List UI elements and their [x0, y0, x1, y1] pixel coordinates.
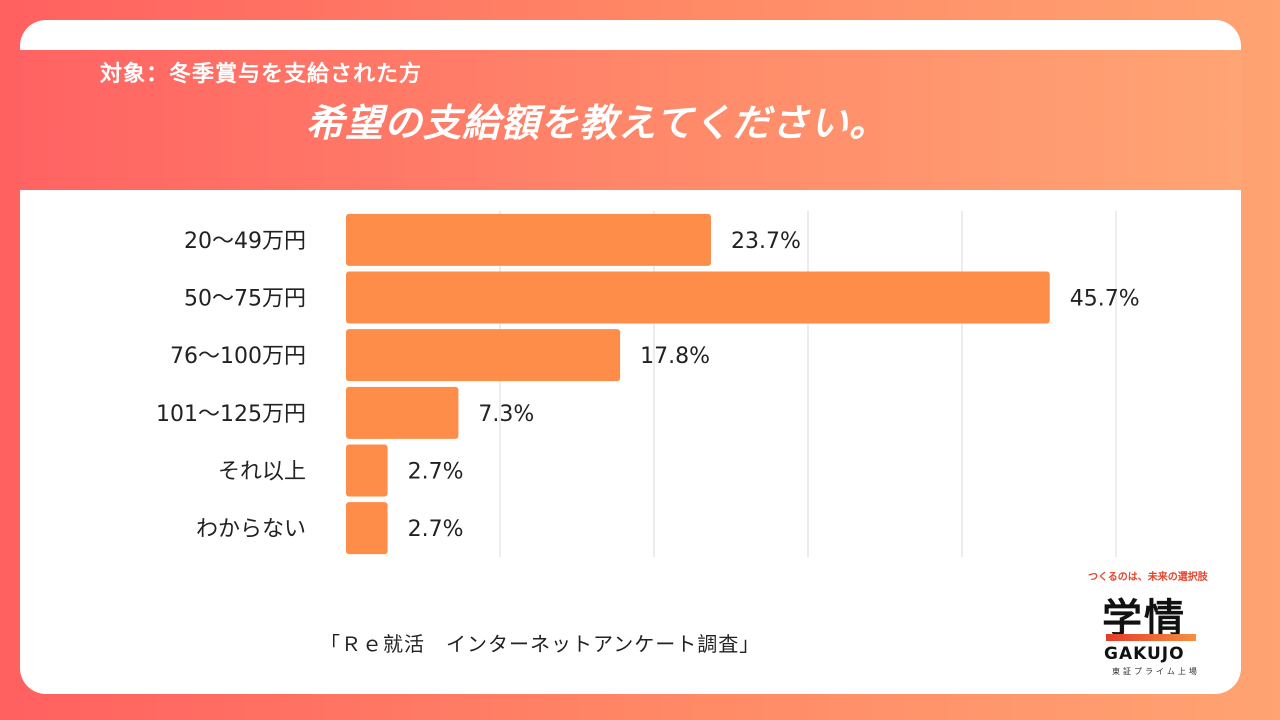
- value-label-2: 17.8%: [640, 344, 710, 369]
- bar-0: [346, 213, 711, 266]
- category-label-5: わからない: [196, 517, 306, 542]
- value-label-5: 2.7%: [408, 517, 464, 542]
- category-label-0: 20～49万円: [184, 229, 306, 254]
- category-label-2: 76～100万円: [170, 344, 306, 369]
- value-label-4: 2.7%: [408, 460, 464, 485]
- logo-name-en: GAKUJO: [1104, 644, 1185, 664]
- survey-source: 「Ｒｅ就活 インターネットアンケート調査」: [320, 632, 761, 656]
- value-label-0: 23.7%: [731, 229, 801, 254]
- gakujo-logo: つくるのは、未来の選択肢 学情 GAKUJO 東証プライム上場: [1080, 566, 1210, 676]
- logo-accent-bar: [1106, 634, 1196, 641]
- logo-listing: 東証プライム上場: [1112, 667, 1200, 676]
- bar-2: [346, 329, 621, 382]
- bar-1: [346, 271, 1050, 324]
- bar-5: [346, 502, 388, 555]
- category-label-4: それ以上: [218, 460, 306, 485]
- category-label-3: 101～125万円: [156, 402, 306, 427]
- value-label-3: 7.3%: [478, 402, 534, 427]
- question-title: 希望の支給額を教えてください。: [306, 101, 888, 145]
- content-card: 対象：冬季賞与を支給された方 希望の支給額を教えてください。: [20, 20, 1241, 694]
- survey-target-subtitle: 対象：冬季賞与を支給された方: [100, 62, 423, 87]
- header-band: [20, 50, 1241, 190]
- value-label-1: 45.7%: [1070, 287, 1140, 312]
- logo-tagline: つくるのは、未来の選択肢: [1088, 572, 1208, 583]
- bar-3: [346, 386, 459, 439]
- bar-4: [346, 444, 388, 497]
- category-label-1: 50～75万円: [184, 287, 306, 312]
